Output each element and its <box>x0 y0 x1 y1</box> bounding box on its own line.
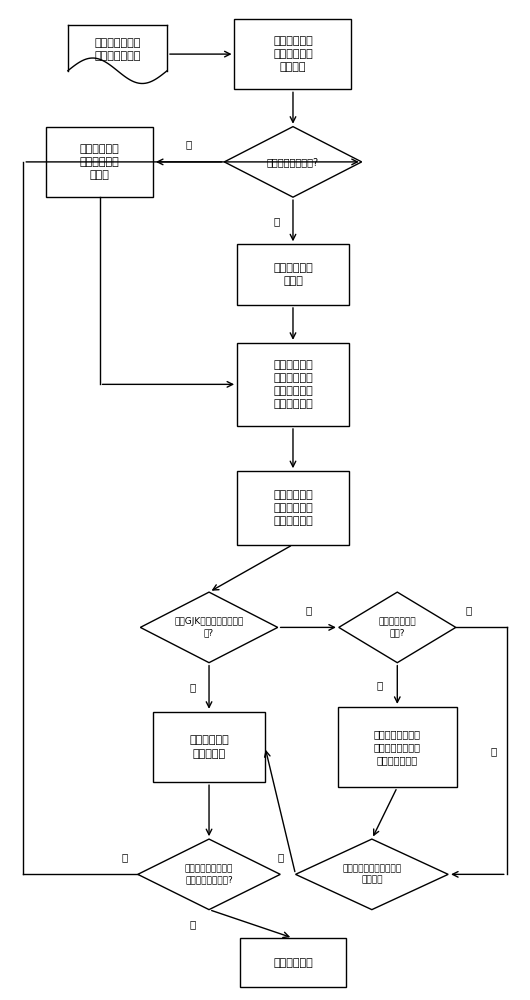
Text: 将该点加到已
有路径点中: 将该点加到已 有路径点中 <box>189 735 229 759</box>
Text: 从父节点出发
朝采样点方向
生长一段距离: 从父节点出发 朝采样点方向 生长一段距离 <box>273 490 313 526</box>
Text: 以目标点作为
采样点: 以目标点作为 采样点 <box>273 263 313 286</box>
Text: 是: 是 <box>190 682 196 692</box>
Polygon shape <box>138 839 280 910</box>
Text: 否: 否 <box>465 605 472 615</box>
Text: 机械臂关节空
间起始位姿与
目标位姿: 机械臂关节空 间起始位姿与 目标位姿 <box>273 36 313 72</box>
Text: 计算碰撞点的伪距
离梯度，依据梯度
生成新的路径点: 计算碰撞点的伪距 离梯度，依据梯度 生成新的路径点 <box>374 729 421 765</box>
FancyBboxPatch shape <box>234 19 351 89</box>
Text: 在已有路径中
选择距离采样
点最近的路径
点作为父节点: 在已有路径中 选择距离采样 点最近的路径 点作为父节点 <box>273 360 313 409</box>
Polygon shape <box>339 592 456 663</box>
Text: 是: 是 <box>377 680 383 690</box>
Polygon shape <box>296 839 448 910</box>
Text: 使用GJK判断该路径是否可
达?: 使用GJK判断该路径是否可 达? <box>174 617 244 638</box>
Text: 否: 否 <box>273 216 280 226</box>
FancyBboxPatch shape <box>240 938 347 987</box>
Text: 满足随机采样概率?: 满足随机采样概率? <box>267 157 319 167</box>
Text: 是: 是 <box>491 746 497 756</box>
Text: 否: 否 <box>122 852 128 862</box>
Text: 判断该点与目标点的
距离是否小于阈值?: 判断该点与目标点的 距离是否小于阈值? <box>185 864 233 885</box>
Polygon shape <box>140 592 278 663</box>
FancyBboxPatch shape <box>237 244 349 305</box>
Text: 在构型空间随
机生成点作为
采样点: 在构型空间随 机生成点作为 采样点 <box>80 144 119 180</box>
Text: 新的路径点是否与障碍物
发生碰撞: 新的路径点是否与障碍物 发生碰撞 <box>342 864 401 885</box>
Text: 环境障碍物信息
机械臂几何信息: 环境障碍物信息 机械臂几何信息 <box>94 38 140 61</box>
Text: 否: 否 <box>305 605 311 615</box>
Text: 路径规划结束: 路径规划结束 <box>273 958 313 968</box>
FancyBboxPatch shape <box>338 707 457 787</box>
FancyBboxPatch shape <box>237 471 349 545</box>
FancyBboxPatch shape <box>237 343 349 426</box>
Polygon shape <box>224 127 361 197</box>
FancyBboxPatch shape <box>153 712 265 782</box>
FancyBboxPatch shape <box>46 127 153 197</box>
Text: 采样点是否是目
标点?: 采样点是否是目 标点? <box>378 617 416 638</box>
Text: 否: 否 <box>277 852 284 862</box>
Text: 是: 是 <box>186 139 192 149</box>
Text: 是: 是 <box>190 919 196 929</box>
